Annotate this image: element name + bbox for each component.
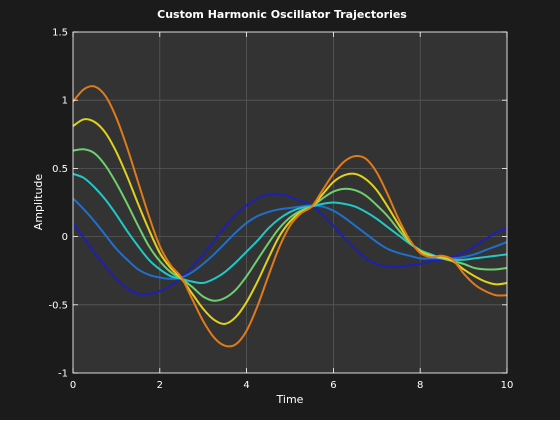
x-tick-label: 10 — [501, 380, 514, 391]
x-tick-label: 6 — [330, 380, 336, 391]
y-tick-label: 1 — [62, 96, 68, 107]
x-tick-label: 4 — [243, 380, 249, 391]
chart-title: Custom Harmonic Oscillator Trajectories — [157, 8, 407, 21]
axes-frame — [72, 31, 508, 374]
x-tick-label: 0 — [70, 380, 76, 391]
x-axis-label: Time — [276, 393, 304, 406]
y-tick-label: -0.5 — [48, 300, 68, 311]
series-line-2 — [72, 197, 508, 280]
y-tick-label: 0.5 — [52, 164, 68, 175]
y-tick-label: 0 — [62, 232, 68, 243]
series-lines — [72, 85, 508, 348]
tick-labels: 0 2 4 6 8 10 -1 -0.5 0 0.5 1 1.5 — [48, 28, 513, 392]
series-line-1 — [72, 192, 508, 296]
x-tick-label: 2 — [157, 380, 163, 391]
y-axis-label: Amplitude — [32, 174, 45, 231]
series-line-6 — [72, 85, 508, 348]
axis-ticks — [72, 31, 508, 374]
y-tick-label: -1 — [58, 369, 68, 380]
x-tick-label: 8 — [417, 380, 423, 391]
y-tick-label: 1.5 — [52, 28, 68, 39]
